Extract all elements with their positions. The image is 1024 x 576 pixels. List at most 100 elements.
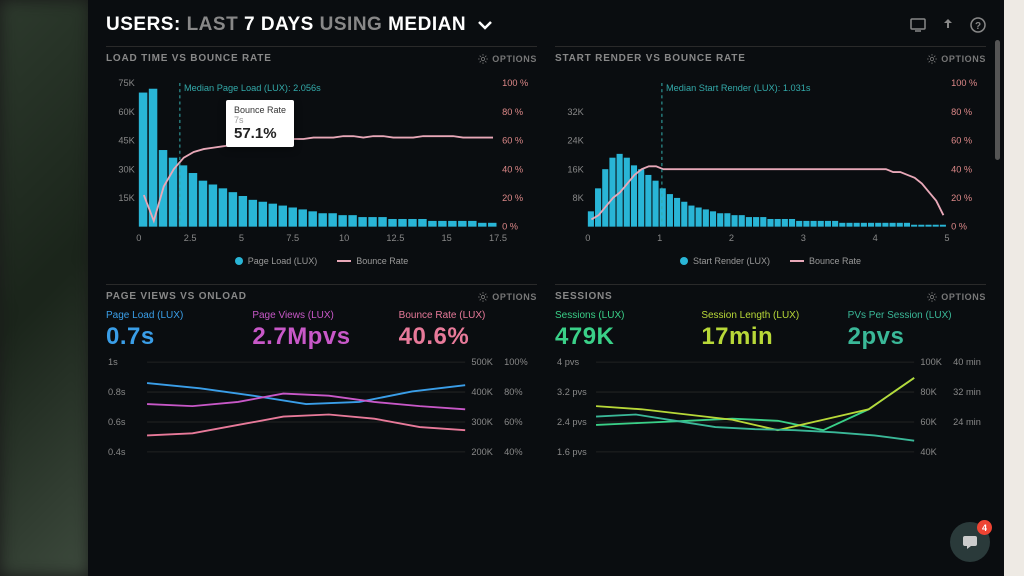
chat-badge: 4: [977, 520, 992, 535]
svg-text:100K: 100K: [920, 357, 942, 367]
svg-text:40 %: 40 %: [502, 164, 523, 174]
legend-item: Start Render (LUX): [680, 256, 770, 266]
panel3-stats: Page Load (LUX)0.7sPage Views (LUX)2.7Mp…: [106, 310, 537, 351]
gear-icon: [478, 54, 488, 64]
stat-label: PVs Per Session (LUX): [848, 310, 986, 321]
svg-text:10: 10: [339, 233, 349, 243]
svg-text:60%: 60%: [504, 417, 522, 427]
panel3-options[interactable]: OPTIONS: [478, 292, 537, 302]
stat-block: Page Load (LUX) 0.7s: [106, 310, 244, 351]
svg-text:32K: 32K: [567, 107, 584, 117]
panel2-title: START RENDER VS BOUNCE RATE: [555, 53, 746, 64]
header-action-icons: ?: [910, 17, 986, 33]
svg-text:0 %: 0 %: [502, 222, 518, 232]
title-last: LAST: [187, 14, 239, 35]
svg-text:30K: 30K: [118, 164, 135, 174]
panel-sessions: SESSIONS OPTIONS Sessions (LUX)479KSessi…: [555, 284, 986, 472]
svg-text:500K: 500K: [471, 357, 493, 367]
title-prefix: USERS:: [106, 14, 181, 35]
panel4-options[interactable]: OPTIONS: [927, 292, 986, 302]
chat-widget[interactable]: 4: [950, 522, 990, 562]
svg-text:2: 2: [729, 233, 734, 243]
svg-text:0.8s: 0.8s: [108, 387, 126, 397]
panel-start-render-bounce: START RENDER VS BOUNCE RATE OPTIONS 32K 2…: [555, 46, 986, 266]
svg-text:80 %: 80 %: [951, 107, 972, 117]
svg-text:200K: 200K: [471, 447, 493, 457]
panel-page-views-onload: PAGE VIEWS VS ONLOAD OPTIONS Page Load (…: [106, 284, 537, 472]
svg-text:100 %: 100 %: [951, 78, 977, 88]
svg-text:24K: 24K: [567, 136, 584, 146]
chat-icon: [960, 532, 980, 552]
chart-sessions[interactable]: 4 pvs3.2 pvs2.4 pvs1.6 pvs100K80K60K40K4…: [555, 357, 986, 472]
svg-text:40%: 40%: [504, 447, 522, 457]
title-using: USING: [320, 14, 383, 35]
panel-load-time-bounce: LOAD TIME VS BOUNCE RATE OPTIONS 75K60K4…: [106, 46, 537, 266]
panel4-title: SESSIONS: [555, 291, 613, 302]
svg-text:8K: 8K: [572, 193, 584, 203]
chart-load-time[interactable]: 75K60K45K30K15K100 %80 %60 %40 %20 %0 %M…: [106, 72, 537, 252]
svg-text:45K: 45K: [118, 136, 135, 146]
share-icon[interactable]: [940, 17, 956, 33]
panel1-legend: Page Load (LUX) Bounce Rate: [106, 256, 537, 266]
help-icon[interactable]: ?: [970, 17, 986, 33]
svg-text:80%: 80%: [504, 387, 522, 397]
tooltip-bounce: Bounce Rate 7s 57.1%: [226, 100, 294, 147]
svg-text:4 pvs: 4 pvs: [557, 357, 579, 367]
stat-value: 17min: [701, 323, 839, 351]
monitor-icon[interactable]: [910, 17, 926, 33]
svg-text:0.6s: 0.6s: [108, 417, 126, 427]
svg-text:7.5: 7.5: [286, 233, 299, 243]
panel2-options[interactable]: OPTIONS: [927, 54, 986, 64]
svg-text:15: 15: [442, 233, 452, 243]
stat-label: Page Load (LUX): [106, 310, 244, 321]
svg-text:80 %: 80 %: [502, 107, 523, 117]
svg-text:16K: 16K: [567, 164, 584, 174]
stat-block: PVs Per Session (LUX)2pvs: [848, 310, 986, 351]
svg-text:60 %: 60 %: [502, 136, 523, 146]
svg-text:Median Page Load (LUX): 2.056s: Median Page Load (LUX): 2.056s: [184, 83, 321, 93]
panel4-stats: Sessions (LUX)479KSession Length (LUX)17…: [555, 310, 986, 351]
background-blur-left: [0, 0, 90, 576]
stat-label: Bounce Rate (LUX): [399, 310, 537, 321]
svg-text:40K: 40K: [920, 447, 937, 457]
chart-start-render[interactable]: 32K24K16K8K100 %80 %60 %40 %20 %0 %Media…: [555, 72, 986, 252]
stat-label: Sessions (LUX): [555, 310, 693, 321]
svg-text:?: ?: [975, 21, 981, 32]
stat-value: 40.6%: [399, 323, 537, 351]
svg-text:20 %: 20 %: [951, 193, 972, 203]
options-label: OPTIONS: [492, 54, 537, 64]
svg-text:75K: 75K: [118, 78, 135, 88]
svg-text:60K: 60K: [118, 107, 135, 117]
svg-text:5: 5: [239, 233, 244, 243]
svg-text:0: 0: [585, 233, 590, 243]
svg-text:Median Start Render (LUX): 1.0: Median Start Render (LUX): 1.031s: [666, 83, 811, 93]
svg-text:12.5: 12.5: [386, 233, 404, 243]
legend-item: Bounce Rate: [790, 256, 861, 266]
panel3-title: PAGE VIEWS VS ONLOAD: [106, 291, 247, 302]
options-label: OPTIONS: [941, 292, 986, 302]
svg-text:3: 3: [801, 233, 806, 243]
svg-text:32 min: 32 min: [953, 387, 981, 397]
panel1-options[interactable]: OPTIONS: [478, 54, 537, 64]
title-median: MEDIAN: [388, 14, 466, 35]
svg-text:1s: 1s: [108, 357, 118, 367]
dashboard-grid: LOAD TIME VS BOUNCE RATE OPTIONS 75K60K4…: [106, 46, 986, 472]
scrollbar[interactable]: [995, 40, 1000, 160]
svg-text:2.4 pvs: 2.4 pvs: [557, 417, 587, 427]
svg-text:20 %: 20 %: [502, 193, 523, 203]
svg-text:0.4s: 0.4s: [108, 447, 126, 457]
svg-text:24 min: 24 min: [953, 417, 981, 427]
svg-text:4: 4: [873, 233, 878, 243]
svg-text:5: 5: [944, 233, 949, 243]
stat-value: 0.7s: [106, 323, 244, 351]
gear-icon: [927, 54, 937, 64]
gear-icon: [478, 292, 488, 302]
background-right: [1004, 0, 1024, 576]
chart-page-views[interactable]: 1s0.8s0.6s0.4s500K400K300K200K100%80%60%…: [106, 357, 537, 472]
stat-value: 479K: [555, 323, 693, 351]
header-title[interactable]: USERS: LAST 7 DAYS USING MEDIAN: [106, 14, 492, 36]
tooltip-sub: 7s: [234, 115, 286, 125]
options-label: OPTIONS: [492, 292, 537, 302]
chevron-down-icon[interactable]: [478, 14, 492, 36]
svg-text:3.2 pvs: 3.2 pvs: [557, 387, 587, 397]
